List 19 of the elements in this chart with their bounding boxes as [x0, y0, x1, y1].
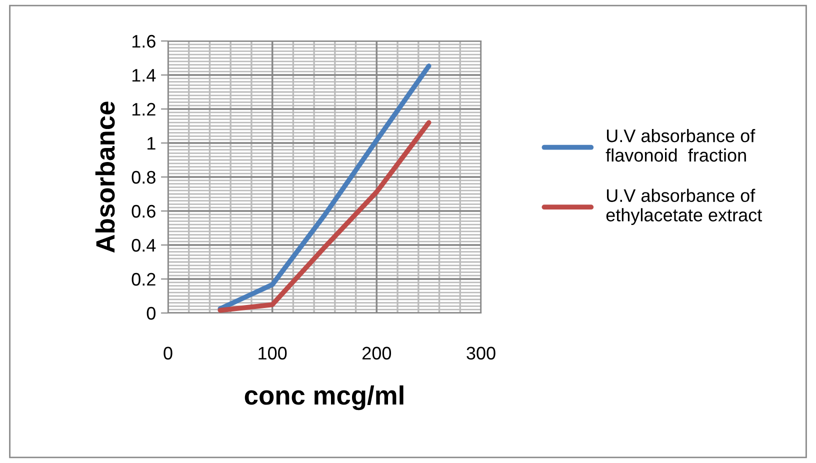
- y-tick-label: 0: [146, 306, 156, 320]
- x-axis-title: conc mcg/ml: [244, 385, 404, 410]
- line-series: [218, 64, 432, 312]
- legend-label: U.V absorbance of flavonoid fraction: [606, 128, 756, 162]
- x-tick-label: 100: [258, 346, 287, 360]
- y-tick-label: 0.8: [132, 170, 156, 184]
- legend-label: U.V absorbance of ethylacetate extract: [606, 188, 762, 226]
- y-tick-label: 0.2: [132, 272, 156, 286]
- y-tick-label: 1: [148, 137, 156, 150]
- x-tick-label: 300: [466, 346, 496, 360]
- y-tick-label: 0.6: [132, 204, 156, 218]
- line-series: [218, 120, 432, 313]
- y-axis-title: Absorbance: [95, 102, 115, 253]
- y-tick-label: 1.6: [132, 34, 156, 48]
- x-tick-label: 200: [362, 346, 392, 360]
- y-tick-label: 0.4: [132, 238, 156, 252]
- y-tick-label: 1.2: [132, 102, 156, 116]
- y-tick-label: 1.4: [132, 69, 156, 82]
- x-tick-label: 0: [164, 346, 172, 360]
